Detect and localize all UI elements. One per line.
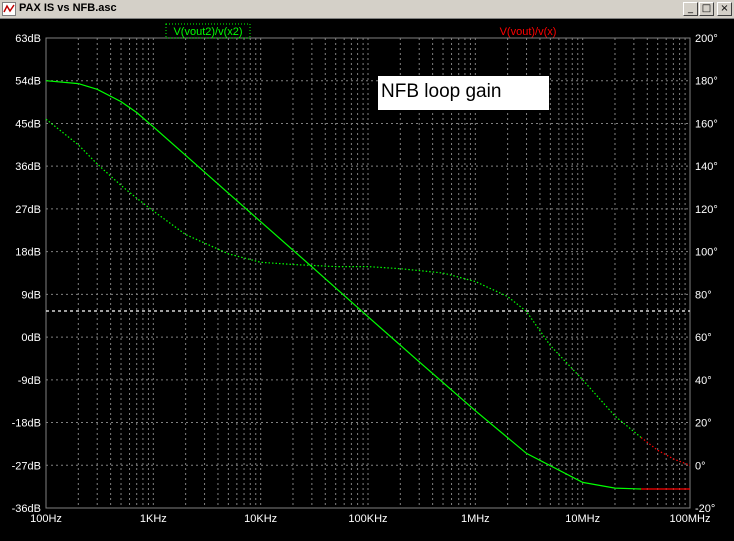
y-left-tick-label: -9dB (18, 375, 41, 387)
y-left-tick-label: 45dB (15, 118, 41, 130)
y-left-tick-label: -18dB (12, 418, 41, 430)
y-right-tick-label: 120° (695, 204, 718, 216)
y-right-tick-label: 180° (695, 76, 718, 88)
x-tick-label: 1KHz (140, 513, 167, 525)
y-right-tick-label: 40° (695, 375, 712, 387)
bode-plot[interactable]: 63dB 54dB 45dB 36dB 27dB 18dB 9dB 0dB -9dB -18dB -… (0, 19, 734, 536)
annotation-box (378, 76, 549, 110)
y-left-tick-label: 9dB (21, 289, 41, 301)
x-tick-label: 1MHz (461, 513, 490, 525)
x-tick-label: 10MHz (565, 513, 600, 525)
y-left-tick-label: 54dB (15, 76, 41, 88)
series-v-vout-v-x-phase (640, 437, 691, 466)
y-right-tick-label: -20° (695, 503, 715, 515)
y-right-tick-label: 20° (695, 418, 712, 430)
legend-entry-vout[interactable]: V(vout)/v(x) (500, 26, 557, 38)
series-v-vout2-v-x2-magnitude (45, 80, 642, 490)
grid (45, 37, 691, 509)
maximize-button[interactable]: □ (699, 2, 714, 16)
title-bar: PAX IS vs NFB.asc _ □ × (0, 0, 734, 19)
series-layer (45, 80, 691, 490)
y-left-tick-label: 63dB (15, 33, 41, 45)
legend-box-vout2 (165, 23, 251, 39)
y-left-tick-label: 0dB (21, 332, 41, 344)
x-tick-label: 10KHz (244, 513, 277, 525)
ltspice-waveform-icon (2, 2, 16, 16)
series-v-vout2-v-x2-phase (45, 118, 642, 438)
y-right-tick-label: 140° (695, 161, 718, 173)
y-left-tick-label: -36dB (12, 503, 41, 515)
plot-pane[interactable]: 63dB 54dB 45dB 36dB 27dB 18dB 9dB 0dB -9dB -18dB -… (0, 19, 734, 536)
close-button[interactable]: × (717, 2, 732, 16)
y-right-tick-label: 0° (695, 460, 706, 472)
plot-frame (45, 37, 691, 509)
axis-labels: 63dB 54dB 45dB 36dB 27dB 18dB 9dB 0dB -9dB -18dB -… (12, 33, 718, 525)
x-tick-label: 100KHz (348, 513, 387, 525)
y-right-tick-label: 60° (695, 332, 712, 344)
minimize-button[interactable]: _ (683, 2, 698, 16)
annotation-text: NFB loop gain (381, 81, 501, 102)
y-right-tick-label: 160° (695, 118, 718, 130)
y-right-tick-label: 80° (695, 289, 712, 301)
y-left-tick-label: -27dB (12, 460, 41, 472)
y-left-tick-label: 27dB (15, 204, 41, 216)
x-tick-label: 100Hz (30, 513, 62, 525)
x-tick-label: 100MHz (670, 513, 711, 525)
y-left-tick-label: 18dB (15, 247, 41, 259)
y-right-tick-label: 100° (695, 247, 718, 259)
y-left-tick-label: 36dB (15, 161, 41, 173)
legend-entry-vout2[interactable]: V(vout2)/v(x2) (173, 26, 242, 38)
y-right-tick-label: 200° (695, 33, 718, 45)
window-title: PAX IS vs NFB.asc (19, 2, 117, 14)
